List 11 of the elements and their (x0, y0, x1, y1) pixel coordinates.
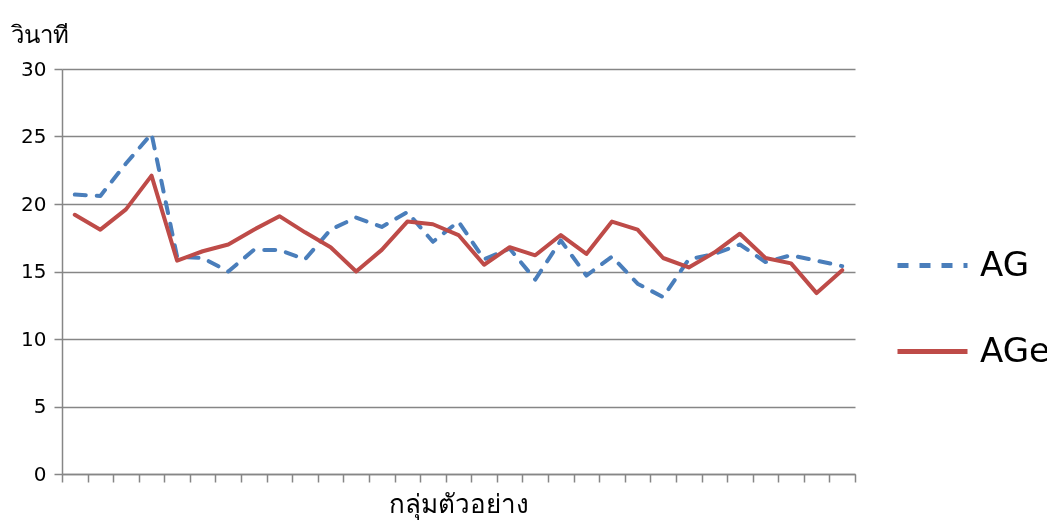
y-tick-label: 5 (33, 394, 47, 418)
line-series (72, 173, 845, 296)
y-tick-label: 0 (33, 461, 47, 486)
y-tick-label: 10 (21, 326, 47, 351)
y-tick-label: 20 (21, 191, 47, 216)
y-tick-label: 25 (21, 124, 47, 148)
legend-label: AG (980, 243, 1030, 284)
y-tick-label: 15 (21, 259, 47, 283)
y-tick-label: 30 (21, 56, 47, 81)
x-axis-title: กลุ่มตัวอย่าง (389, 488, 529, 520)
y-axis-title: วินาที (9, 20, 69, 49)
